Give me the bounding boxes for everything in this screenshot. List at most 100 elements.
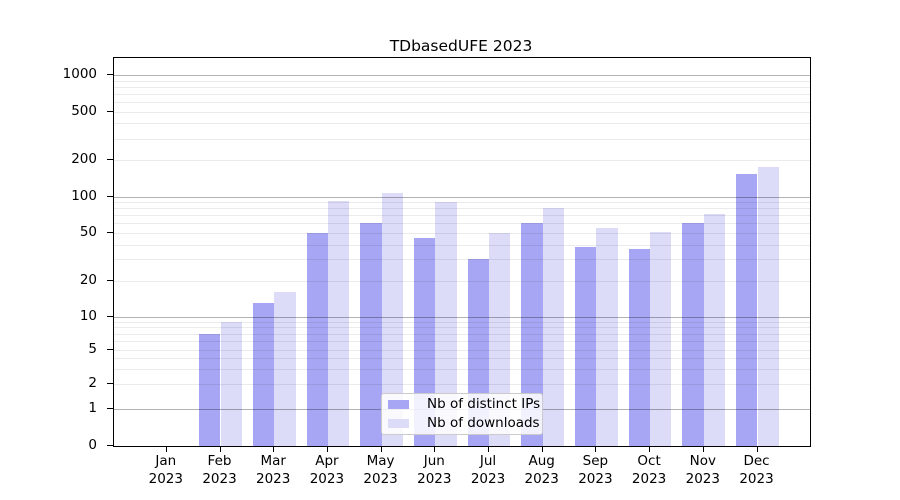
minor-gridline [114,232,810,234]
x-tick-label-year: 2023 [524,471,559,487]
minor-gridline [114,350,810,351]
bar-downloads [381,193,403,446]
y-tick-label: 20 [79,271,97,288]
x-tick-label-month: May [366,453,395,469]
x-tick-label-year: 2023 [739,471,774,487]
minor-gridline [114,333,810,335]
x-tick-mark [595,446,597,452]
minor-gridline [114,138,810,140]
y-tick-mark [107,408,113,409]
x-tick-mark [434,446,436,452]
x-tick-label-month: Oct [637,453,661,469]
bar-distinct-ips [521,223,543,446]
x-tick-label: Aug 2023 [510,452,574,488]
x-tick-label: Mar 2023 [241,452,305,488]
minor-gridline [114,215,810,217]
y-tick-mark [107,383,113,385]
y-tick-mark [107,279,113,281]
x-tick-label-month: Mar [260,453,286,469]
bar-distinct-ips [199,333,221,446]
legend: Nb of distinct IPs Nb of downloads [381,393,543,435]
minor-gridline [114,102,810,103]
x-tick-label-year: 2023 [578,471,613,487]
minor-gridline [114,123,810,125]
y-tick-label: 1000 [62,66,97,82]
x-tick-label-month: Jun [423,453,445,469]
x-tick-label-month: Feb [207,453,232,469]
x-tick-label-month: Apr [315,453,339,469]
bar-distinct-ips [628,248,651,446]
minor-gridline [114,384,810,386]
x-tick-mark [380,446,382,452]
y-tick-label: 0 [88,437,97,453]
legend-swatch-downloads-icon [388,419,409,428]
x-tick-mark [756,446,758,452]
minor-gridline [114,202,810,204]
minor-gridline [114,259,810,261]
bar-downloads [327,200,350,446]
x-tick-label: Feb 2023 [188,452,252,488]
y-tick-mark [107,445,113,446]
y-tick-mark [107,315,113,317]
x-tick-label: Apr 2023 [295,452,359,488]
y-tick-mark [107,74,113,75]
y-tick-mark [107,110,113,112]
bar-downloads [489,232,511,446]
bar-downloads [703,213,726,446]
bar-downloads [596,227,618,446]
x-tick-mark [219,446,221,452]
y-tick-mark [107,159,113,161]
minor-gridline [114,369,810,371]
y-tick-label: 100 [71,187,97,204]
x-tick-label: May 2023 [349,452,413,488]
x-tick-label-year: 2023 [256,471,291,487]
x-tick-label-month: Aug [528,453,555,469]
y-tick-label: 200 [71,151,97,168]
x-tick-label-year: 2023 [148,471,183,487]
x-tick-mark [326,446,328,452]
minor-gridline [114,358,810,360]
major-gridline [114,196,810,198]
y-tick-label: 50 [79,223,97,240]
x-tick-label-year: 2023 [202,471,237,487]
y-tick-label: 500 [71,102,97,119]
bar-distinct-ips [682,223,704,446]
minor-gridline [114,327,810,329]
x-tick-label: Oct 2023 [617,452,681,488]
y-tick-label: 10 [79,307,97,324]
legend-row-downloads: Nb of downloads [382,415,542,432]
x-tick-label-month: Sep [582,453,609,469]
legend-label-downloads: Nb of downloads [427,415,540,431]
x-tick-label-year: 2023 [685,471,720,487]
x-tick-mark [702,446,704,452]
x-tick-mark [165,446,167,452]
x-tick-label: Nov 2023 [671,452,735,488]
bar-downloads [274,292,296,446]
x-tick-label: Jun 2023 [402,452,466,488]
legend-swatch-distinct-ips-icon [388,400,409,409]
y-tick-label: 1 [88,400,97,416]
bar-downloads [757,167,779,446]
x-tick-label-month: Jul [479,453,497,469]
minor-gridline [114,93,810,95]
bar-distinct-ips [736,174,758,446]
x-tick-label-month: Dec [743,453,770,469]
major-gridline [114,316,810,318]
minor-gridline [114,111,810,113]
x-tick-label-month: Nov [689,453,716,469]
y-tick-mark [107,349,113,350]
x-tick-mark [649,446,651,452]
plot-inner [114,58,810,446]
x-tick-label-year: 2023 [363,471,398,487]
x-tick-label-year: 2023 [470,471,506,487]
y-tick-label: 5 [88,341,97,357]
y-tick-label: 2 [88,375,97,392]
plot-area: Nb of distinct IPs Nb of downloads [113,57,811,447]
minor-gridline [114,321,810,323]
minor-gridline [114,341,810,343]
y-tick-mark [107,231,113,233]
legend-label-distinct-ips: Nb of distinct IPs [427,396,541,412]
bar-downloads [542,208,565,446]
bar-downloads [650,231,672,446]
